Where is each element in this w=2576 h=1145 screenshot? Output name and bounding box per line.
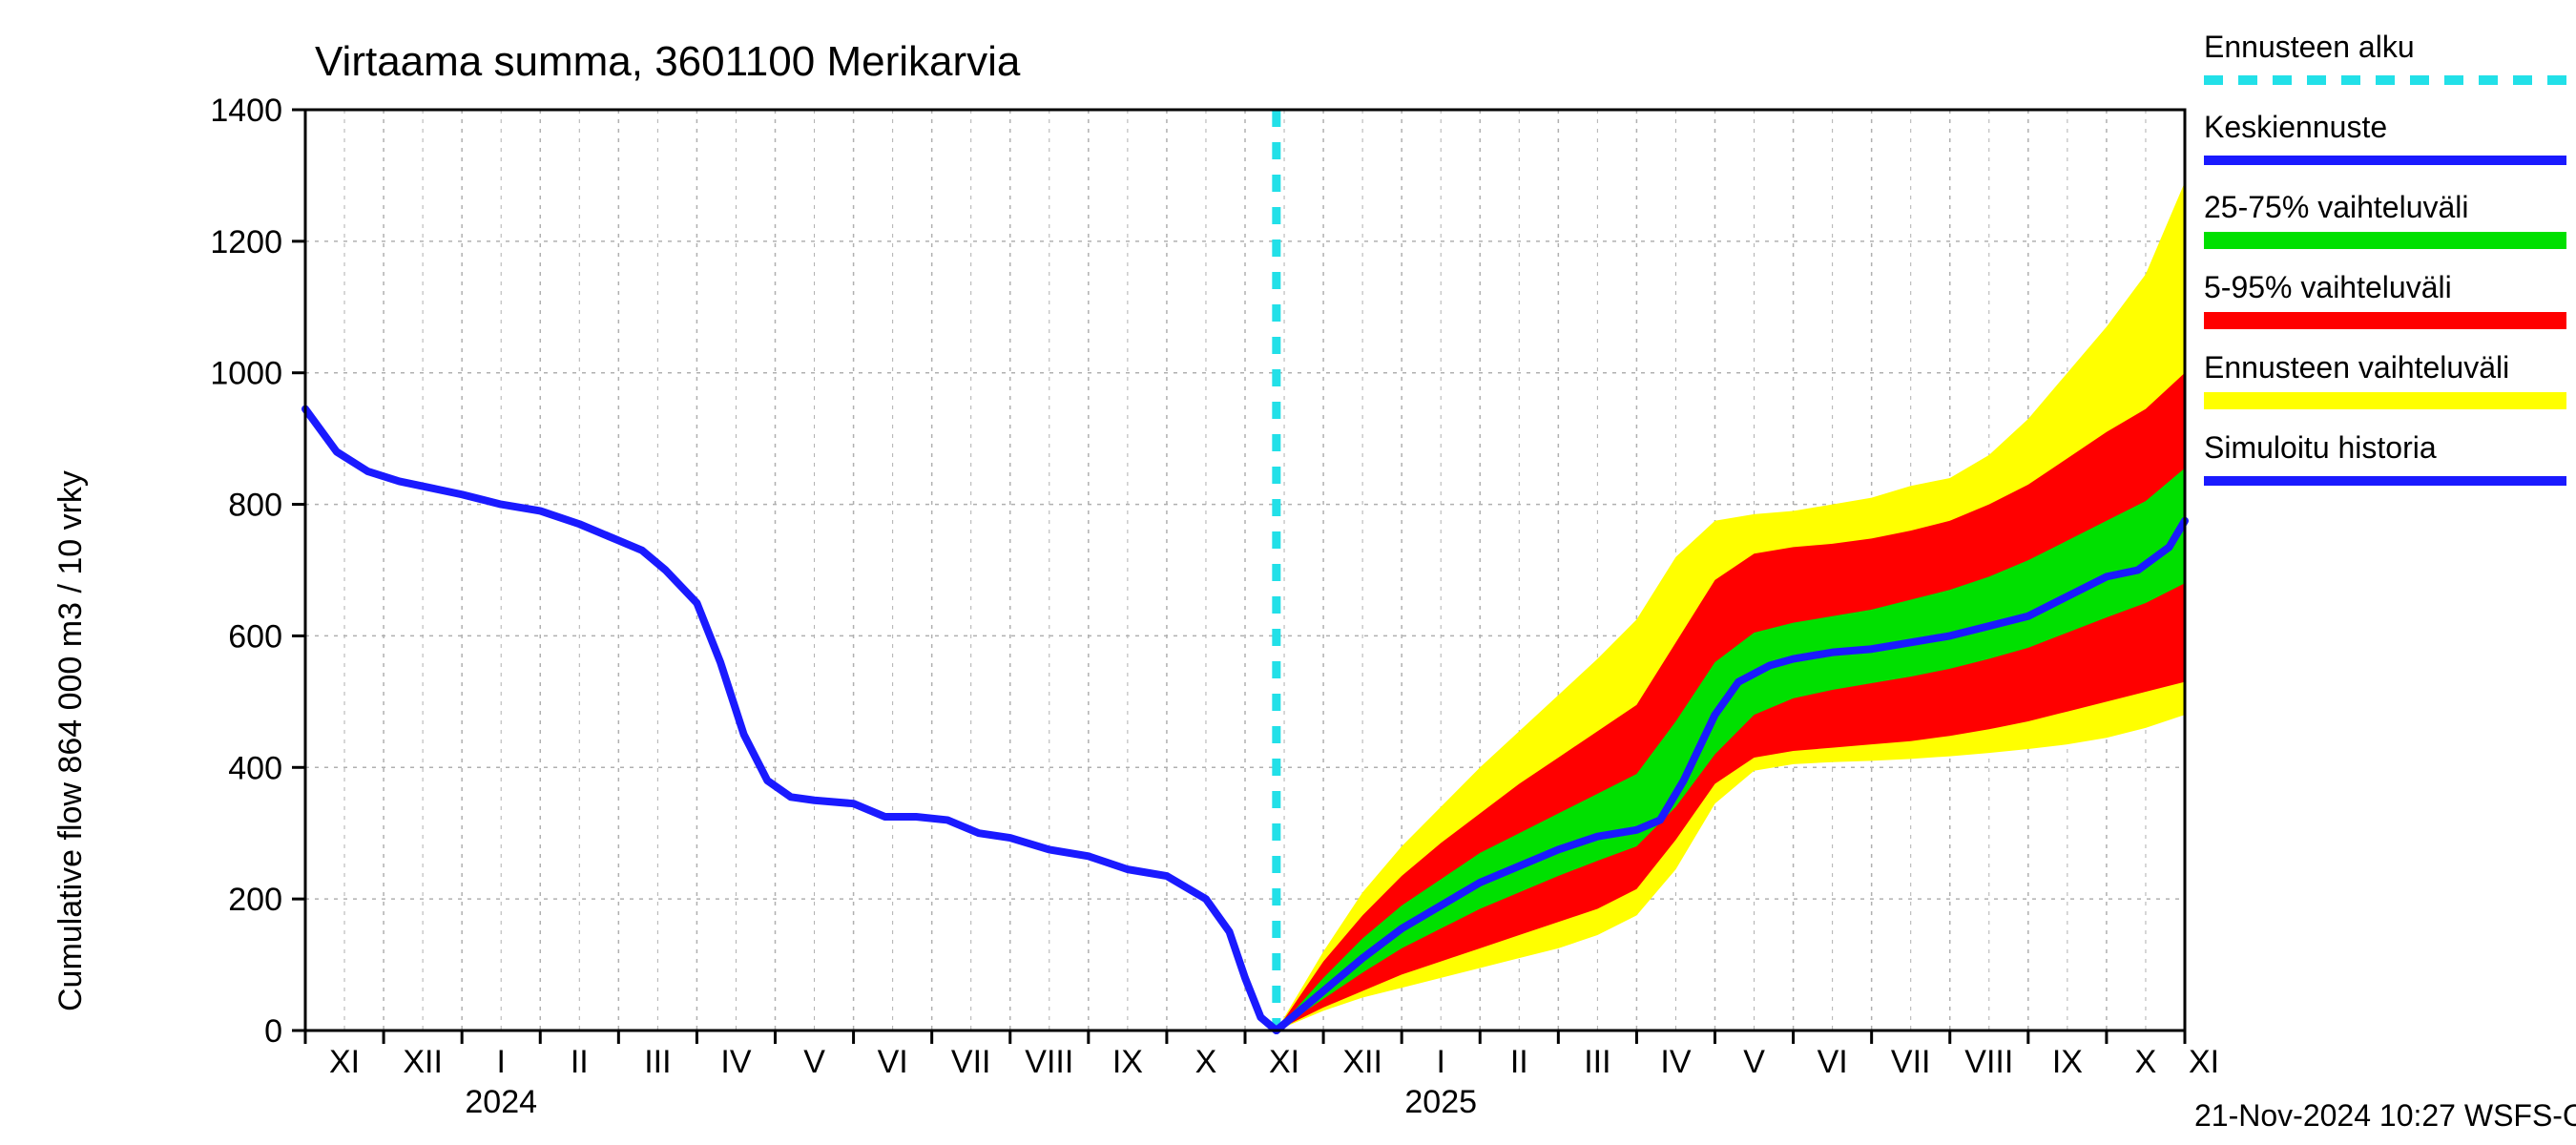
legend-label: 5-95% vaihteluväli [2204, 270, 2452, 304]
xtick-label: I [1436, 1044, 1444, 1080]
xtick-label: VIII [1025, 1044, 1073, 1080]
legend-label: 25-75% vaihteluväli [2204, 190, 2469, 224]
legend-swatch [2204, 312, 2566, 329]
ytick-label: 0 [264, 1013, 282, 1050]
xtick-label: XII [1342, 1044, 1382, 1080]
xtick-label: II [571, 1044, 589, 1080]
x-year-label: 2024 [465, 1084, 537, 1120]
legend-label: Keskiennuste [2204, 110, 2387, 144]
ytick-label: 800 [228, 488, 282, 524]
xtick-label: IV [720, 1044, 751, 1080]
ytick-label: 1200 [210, 224, 282, 260]
xtick-label: XII [403, 1044, 443, 1080]
xtick-label: IX [2052, 1044, 2083, 1080]
chart-bg [0, 0, 2576, 1145]
ytick-label: 200 [228, 882, 282, 918]
ytick-label: 600 [228, 618, 282, 655]
ytick-label: 1000 [210, 356, 282, 392]
legend-swatch [2204, 232, 2566, 249]
chart-title: Virtaama summa, 3601100 Merikarvia [315, 38, 1021, 85]
xtick-label: IX [1112, 1044, 1143, 1080]
xtick-label: V [803, 1044, 825, 1080]
xtick-label: IV [1660, 1044, 1691, 1080]
xtick-label: V [1743, 1044, 1765, 1080]
x-year-label: 2025 [1404, 1084, 1477, 1120]
xtick-label: X [1195, 1044, 1217, 1080]
legend-label: Simuloitu historia [2204, 430, 2437, 465]
xtick-label: XI [2189, 1044, 2219, 1080]
legend-label: Ennusteen vaihteluväli [2204, 350, 2509, 385]
xtick-label: I [496, 1044, 505, 1080]
xtick-label: VI [1818, 1044, 1848, 1080]
chart-container: 0200400600800100012001400XIXIIIIIIIIIVVV… [0, 0, 2576, 1145]
xtick-label: III [644, 1044, 671, 1080]
xtick-label: VI [878, 1044, 908, 1080]
xtick-label: XI [1269, 1044, 1299, 1080]
xtick-label: XI [329, 1044, 360, 1080]
legend-label: Ennusteen alku [2204, 30, 2415, 64]
legend-swatch [2204, 392, 2566, 409]
chart-footer: 21-Nov-2024 10:27 WSFS-O [2194, 1098, 2576, 1133]
xtick-label: VII [951, 1044, 991, 1080]
ytick-label: 1400 [210, 93, 282, 129]
chart-svg: 0200400600800100012001400XIXIIIIIIIIIVVV… [0, 0, 2576, 1145]
ytick-label: 400 [228, 750, 282, 786]
xtick-label: VII [1891, 1044, 1931, 1080]
xtick-label: III [1584, 1044, 1610, 1080]
y-axis-label: Cumulative flow 864 000 m3 / 10 vrky [52, 470, 89, 1011]
xtick-label: X [2135, 1044, 2157, 1080]
xtick-label: II [1510, 1044, 1528, 1080]
xtick-label: VIII [1964, 1044, 2013, 1080]
